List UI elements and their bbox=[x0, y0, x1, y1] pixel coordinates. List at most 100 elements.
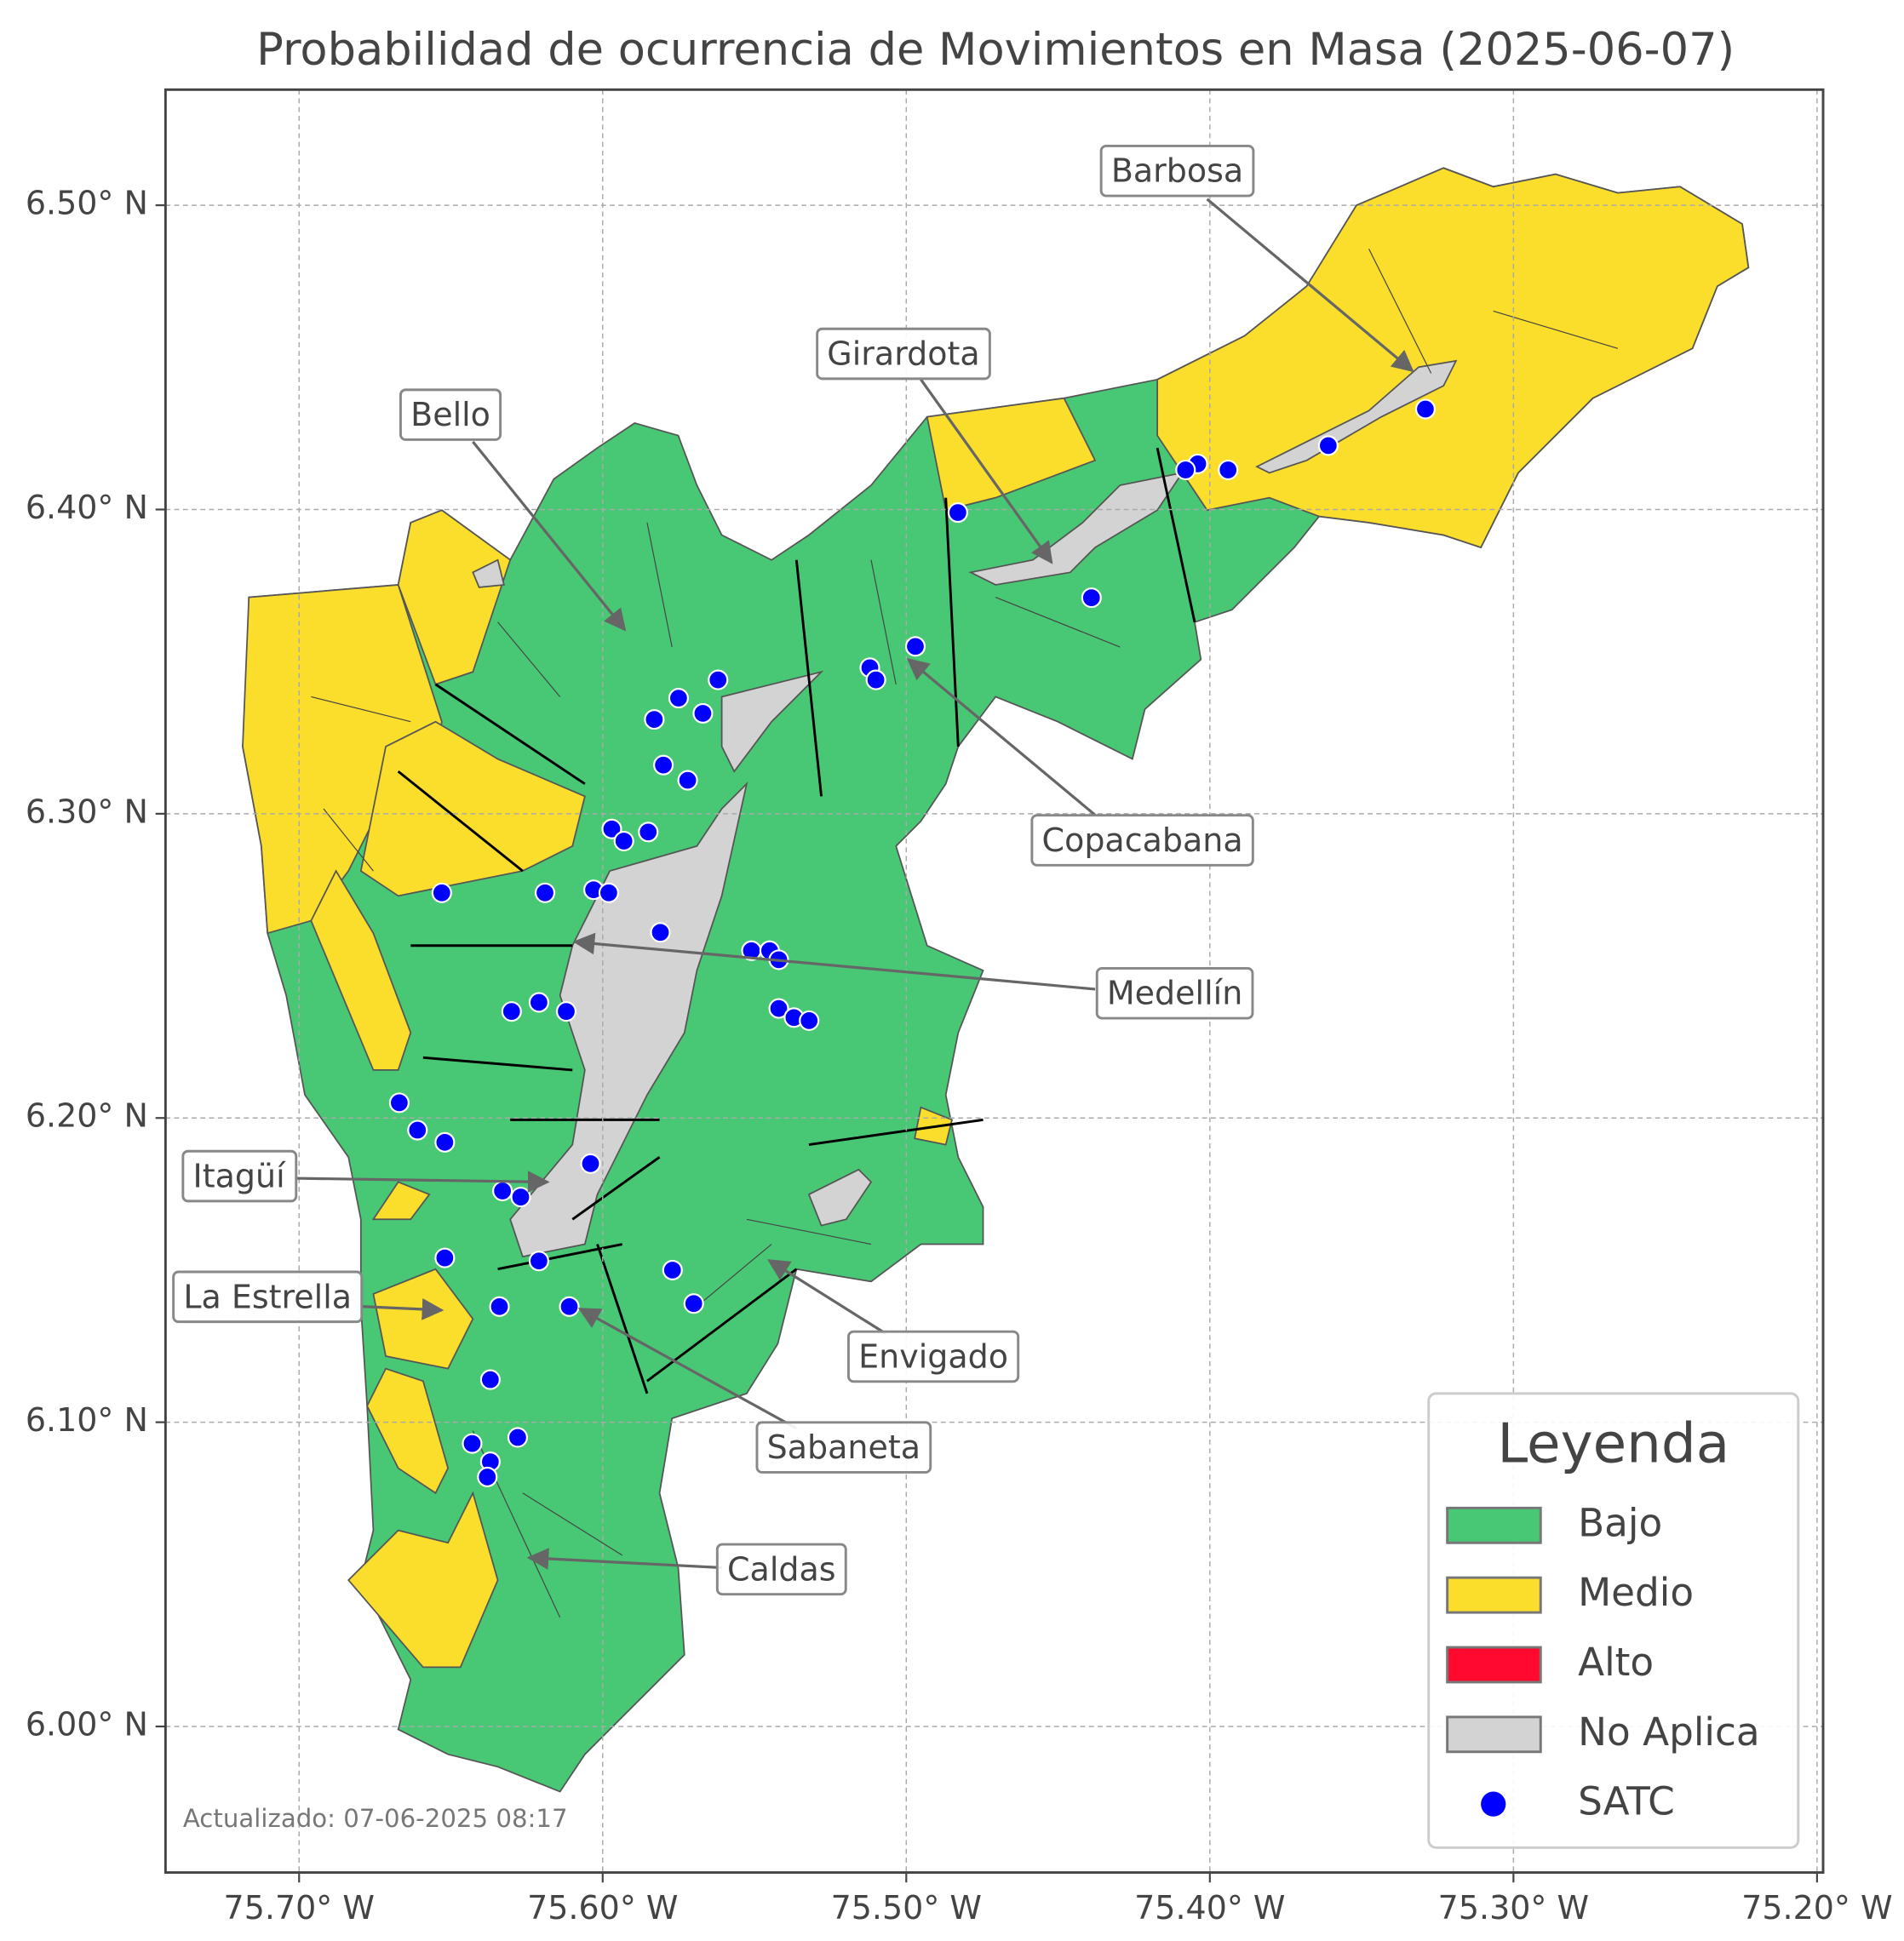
x-tick-label: 75.70° W bbox=[224, 1889, 375, 1927]
satc-point bbox=[904, 636, 926, 657]
annotation-box bbox=[181, 1149, 298, 1203]
satc-point bbox=[683, 1293, 704, 1314]
satc-point bbox=[1414, 398, 1437, 420]
legend-label: Alto bbox=[1578, 1640, 1654, 1685]
annotation-arrow bbox=[1206, 198, 1414, 373]
satc-point bbox=[677, 770, 698, 791]
y-tick-label: 6.00° N bbox=[26, 1706, 148, 1743]
satc-point bbox=[768, 998, 789, 1019]
satc-point bbox=[507, 1427, 528, 1448]
annotation-arrow bbox=[920, 378, 1053, 564]
satc-point bbox=[479, 1369, 501, 1390]
y-tick-label: 6.20° N bbox=[26, 1097, 148, 1135]
satc-point bbox=[528, 992, 549, 1013]
satc-point bbox=[492, 1180, 513, 1202]
satc-point bbox=[865, 669, 886, 690]
region bbox=[807, 1168, 873, 1227]
satc-point bbox=[662, 1259, 683, 1280]
map-title: Probabilidad de ocurrencia de Movimiento… bbox=[256, 24, 1735, 76]
satc-point bbox=[613, 830, 634, 852]
legend-marker bbox=[1481, 1791, 1506, 1817]
region bbox=[509, 782, 748, 1258]
x-tick-label: 75.40° W bbox=[1134, 1889, 1285, 1927]
satc-point bbox=[559, 1296, 580, 1317]
satc-point bbox=[708, 669, 729, 690]
satc-point bbox=[650, 922, 671, 943]
satc-point bbox=[462, 1433, 483, 1454]
x-tick-label: 75.30° W bbox=[1438, 1889, 1589, 1927]
annotation-arrow bbox=[360, 1298, 444, 1320]
satc-point bbox=[489, 1296, 510, 1317]
annotation-box bbox=[399, 388, 502, 441]
annotation-label: Barbosa bbox=[1111, 152, 1243, 190]
satc-point bbox=[534, 882, 556, 903]
footnote: Actualizado: 07-06-2025 08:17 bbox=[183, 1804, 568, 1833]
annotation-label: Caldas bbox=[727, 1550, 836, 1588]
annotation-box bbox=[1030, 814, 1254, 867]
legend-swatch bbox=[1446, 1506, 1542, 1544]
y-tick-label: 6.40° N bbox=[26, 489, 148, 526]
x-tick-label: 75.50° W bbox=[831, 1889, 982, 1927]
satc-point bbox=[644, 709, 665, 730]
region bbox=[720, 670, 824, 773]
annotation-arrow bbox=[766, 1259, 887, 1336]
annotation-label: Medellín bbox=[1107, 975, 1242, 1012]
satc-point bbox=[601, 818, 622, 839]
annotation-box bbox=[1099, 144, 1255, 198]
annotation-box bbox=[816, 327, 991, 381]
annotation-arrow bbox=[572, 932, 1096, 991]
annotation-box bbox=[1095, 966, 1254, 1020]
legend-swatch bbox=[1446, 1576, 1542, 1614]
annotation-label: Bello bbox=[410, 396, 490, 433]
satc-point bbox=[653, 754, 674, 776]
satc-point bbox=[528, 1251, 549, 1272]
regions bbox=[242, 167, 1750, 1793]
legend-label: Bajo bbox=[1578, 1500, 1662, 1545]
satc-point bbox=[510, 1187, 531, 1208]
region bbox=[926, 397, 1097, 512]
annotation-label: Sabaneta bbox=[767, 1429, 920, 1466]
legend-swatch bbox=[1446, 1646, 1542, 1684]
annotation-arrow bbox=[472, 440, 627, 632]
legend-title: Leyenda bbox=[1497, 1411, 1729, 1475]
region bbox=[347, 1491, 499, 1669]
satc-point bbox=[431, 882, 452, 903]
annotation-label: La Estrella bbox=[183, 1278, 352, 1315]
region bbox=[359, 720, 586, 897]
annotation-box bbox=[172, 1270, 364, 1324]
annotation-box bbox=[715, 1543, 847, 1596]
satc-point bbox=[1081, 587, 1102, 609]
region bbox=[472, 558, 505, 588]
satc-point bbox=[555, 1001, 577, 1022]
annotation-arrow bbox=[295, 1171, 550, 1193]
satc-point bbox=[407, 1119, 428, 1141]
region bbox=[366, 1367, 450, 1495]
satc-point bbox=[1218, 459, 1239, 481]
satc-point bbox=[692, 702, 714, 724]
legend-label: No Aplica bbox=[1578, 1709, 1760, 1755]
satc-point bbox=[598, 882, 619, 903]
annotation-label: Itagüí bbox=[193, 1158, 287, 1195]
frame bbox=[163, 88, 1825, 1875]
satc-point bbox=[1175, 459, 1196, 481]
satc-point bbox=[668, 688, 689, 709]
satc-point bbox=[799, 1010, 820, 1031]
boundary bbox=[397, 447, 1196, 1394]
region bbox=[310, 869, 412, 1071]
y-tick-label: 6.30° N bbox=[26, 793, 148, 830]
region bbox=[371, 1181, 431, 1221]
legend-swatch bbox=[1446, 1715, 1542, 1754]
annotation-label: Envigado bbox=[858, 1337, 1008, 1375]
satc-point bbox=[580, 1153, 601, 1174]
y-tick-label: 6.10° N bbox=[26, 1401, 148, 1439]
legend-label: Medio bbox=[1578, 1570, 1694, 1615]
annotation-arrow bbox=[526, 1548, 722, 1570]
annotation-arrow bbox=[577, 1308, 798, 1430]
satc-point bbox=[947, 502, 968, 524]
annotation-label: Copacabana bbox=[1042, 822, 1243, 859]
legend-label: SATC bbox=[1578, 1779, 1675, 1824]
annotation-label: Girardota bbox=[827, 335, 979, 373]
region bbox=[242, 167, 1750, 1793]
